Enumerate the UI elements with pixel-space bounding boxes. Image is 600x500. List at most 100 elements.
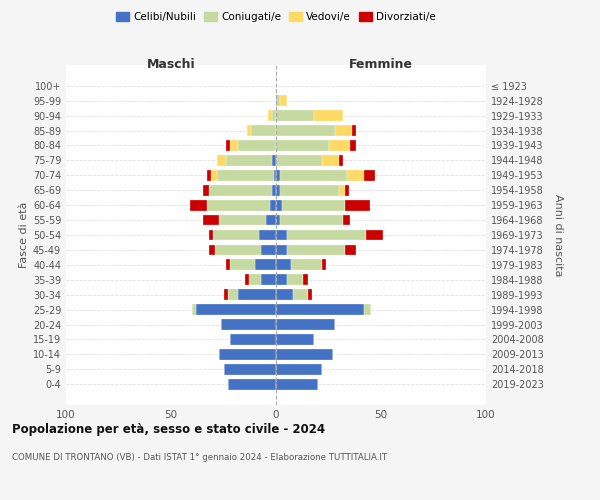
Bar [304,274,308,285]
Bar [209,230,213,240]
Bar [224,290,228,300]
Bar [226,155,272,166]
Bar [276,334,314,345]
Bar [211,170,217,180]
Bar [335,125,352,136]
Bar [192,304,196,315]
Bar [213,230,259,240]
Bar [230,334,276,345]
Bar [215,244,262,256]
Bar [270,200,276,210]
Bar [190,200,206,210]
Bar [283,200,346,210]
Bar [276,140,329,151]
Bar [349,140,356,151]
Bar [343,214,349,226]
Bar [280,214,343,226]
Bar [280,185,339,196]
Bar [238,290,276,300]
Bar [220,214,265,226]
Bar [366,230,383,240]
Bar [276,170,280,180]
Bar [276,319,335,330]
Bar [322,260,326,270]
Bar [290,260,322,270]
Bar [308,290,312,300]
Bar [276,260,290,270]
Bar [280,96,287,106]
Bar [209,244,215,256]
Bar [203,214,220,226]
Bar [268,110,272,121]
Bar [276,290,293,300]
Bar [272,110,276,121]
Bar [262,244,276,256]
Bar [346,185,349,196]
Bar [238,140,276,151]
Text: Popolazione per età, sesso e stato civile - 2024: Popolazione per età, sesso e stato civil… [12,422,325,436]
Bar [276,200,283,210]
Bar [221,319,276,330]
Bar [276,214,280,226]
Bar [220,349,276,360]
Bar [206,200,270,210]
Bar [287,274,304,285]
Bar [329,140,349,151]
Bar [287,244,346,256]
Bar [251,125,276,136]
Bar [274,170,276,180]
Bar [262,274,276,285]
Bar [346,244,356,256]
Bar [228,290,238,300]
Bar [265,214,276,226]
Bar [347,170,364,180]
Text: Maschi: Maschi [146,58,196,71]
Bar [276,185,280,196]
Y-axis label: Anni di nascita: Anni di nascita [553,194,563,276]
Bar [339,185,346,196]
Bar [276,230,287,240]
Bar [339,155,343,166]
Bar [276,96,280,106]
Bar [314,110,343,121]
Bar [206,170,211,180]
Legend: Celibi/Nubili, Coniugati/e, Vedovi/e, Divorziati/e: Celibi/Nubili, Coniugati/e, Vedovi/e, Di… [112,8,440,26]
Y-axis label: Fasce di età: Fasce di età [19,202,29,268]
Bar [245,274,249,285]
Bar [352,125,356,136]
Bar [255,260,276,270]
Bar [226,140,230,151]
Bar [364,170,374,180]
Text: COMUNE DI TRONTANO (VB) - Dati ISTAT 1° gennaio 2024 - Elaborazione TUTTITALIA.I: COMUNE DI TRONTANO (VB) - Dati ISTAT 1° … [12,452,387,462]
Bar [276,110,314,121]
Bar [276,274,287,285]
Text: Femmine: Femmine [349,58,413,71]
Bar [364,304,371,315]
Bar [228,379,276,390]
Bar [203,185,209,196]
Bar [322,155,339,166]
Bar [249,274,262,285]
Bar [293,290,308,300]
Bar [272,185,276,196]
Bar [230,260,255,270]
Bar [209,185,272,196]
Bar [276,244,287,256]
Bar [276,125,335,136]
Bar [287,230,366,240]
Bar [259,230,276,240]
Bar [272,155,276,166]
Bar [276,349,332,360]
Bar [276,364,322,374]
Bar [226,260,230,270]
Bar [346,200,370,210]
Bar [276,379,318,390]
Bar [230,140,238,151]
Bar [280,170,347,180]
Bar [247,125,251,136]
Bar [276,155,322,166]
Bar [196,304,276,315]
Bar [276,304,364,315]
Bar [217,155,226,166]
Bar [223,364,276,374]
